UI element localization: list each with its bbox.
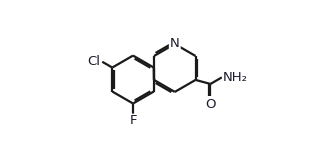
Text: F: F [129, 114, 137, 127]
Text: NH₂: NH₂ [223, 71, 248, 84]
Text: N: N [170, 37, 180, 51]
Text: O: O [205, 98, 216, 111]
Text: Cl: Cl [88, 55, 101, 68]
